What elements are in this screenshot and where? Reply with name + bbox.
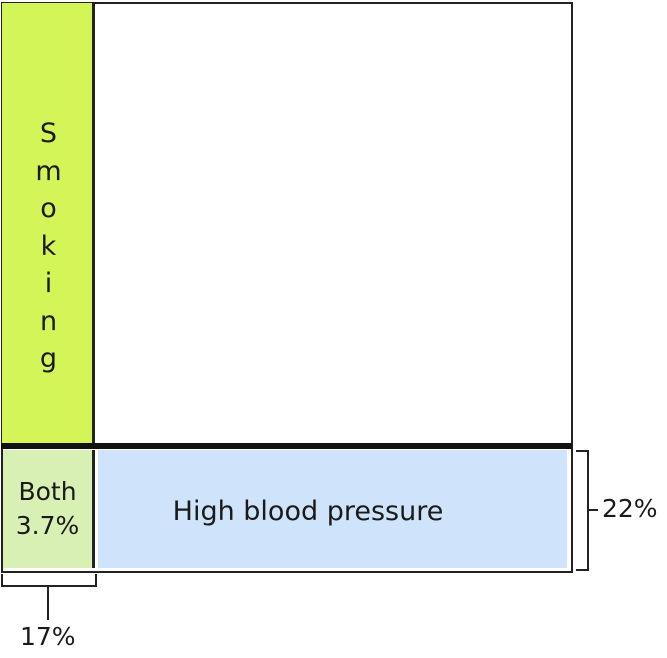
smoking-letter: i <box>44 268 53 299</box>
high-blood-pressure-region: High blood pressure <box>98 450 567 568</box>
smoking-letter: n <box>39 305 58 337</box>
smoking-letter: k <box>40 230 57 262</box>
both-percent: 3.7% <box>15 511 80 540</box>
both-label: Both <box>18 477 77 506</box>
bottom-brace <box>1 574 97 620</box>
bottom-percent-label: 17% <box>20 622 76 651</box>
smoking-letter: o <box>40 193 57 224</box>
divider-line <box>1 443 572 449</box>
smoking-region: S m o k i n g <box>2 3 95 447</box>
right-brace <box>576 450 598 571</box>
smoking-letter: m <box>35 155 62 187</box>
smoking-letter: g <box>39 343 58 374</box>
right-percent-label: 22% <box>602 494 658 523</box>
high-blood-pressure-label: High blood pressure <box>172 496 444 527</box>
smoking-letter: S <box>39 118 58 149</box>
both-region: Both 3.7% <box>3 450 95 568</box>
smoking-label: S m o k i n g <box>2 115 95 378</box>
